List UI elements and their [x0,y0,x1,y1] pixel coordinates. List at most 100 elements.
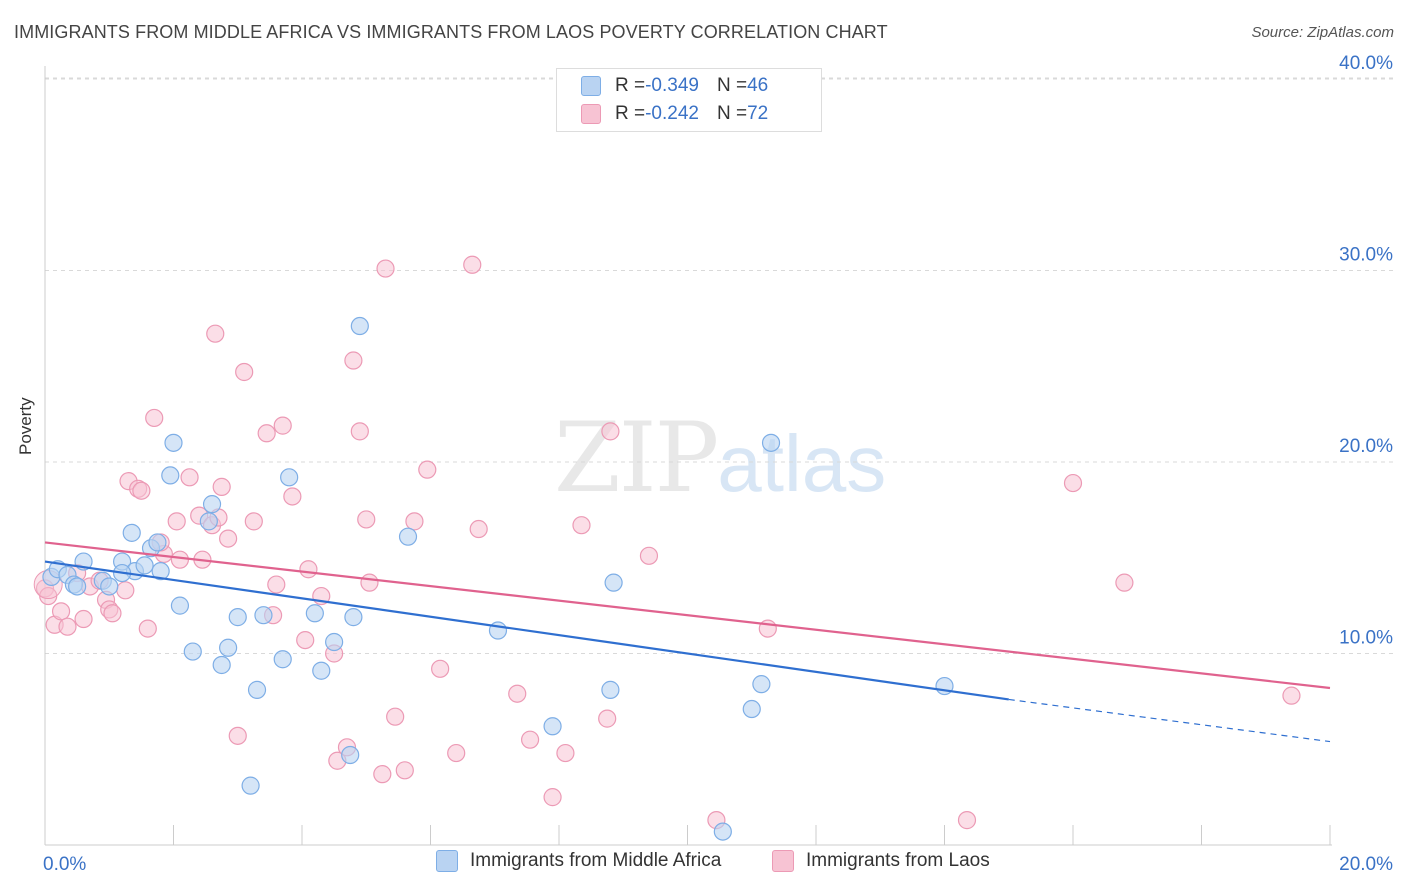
trend-lines [44,541,1331,743]
data-point-laos [386,707,405,726]
y-tick-label: 30.0% [1339,245,1393,266]
legend-item-laos: Immigrants from Laos [772,850,990,872]
data-point-middle-africa [164,433,183,452]
data-point-laos [520,730,540,749]
data-point-laos [350,422,369,441]
legend-r-value: -0.349 [645,75,699,96]
correlation-legend: R = -0.349 N = 46 R = -0.242 N = 72 [556,68,822,132]
data-point-laos [639,546,659,565]
data-point-middle-africa [254,606,273,625]
data-point-laos [299,560,318,579]
data-point-middle-africa [161,466,180,485]
data-point-middle-africa [148,533,167,552]
data-point-laos [228,726,247,745]
data-point-laos [376,259,395,278]
data-point-laos [267,575,286,594]
data-point-middle-africa [135,556,154,575]
trend-line-middle-africa-extension [1008,698,1331,743]
data-point-middle-africa [761,433,781,452]
trend-line-laos [44,541,1331,690]
data-point-middle-africa [199,512,218,531]
data-point-laos [1115,573,1134,592]
data-point-laos [957,811,977,830]
y-tick-label: 40.0% [1339,53,1393,74]
data-point-middle-africa [100,577,119,596]
data-point-laos [405,512,424,531]
legend-label-laos: Immigrants from Laos [806,850,990,871]
data-point-laos [212,477,231,496]
data-point-middle-africa [713,822,732,841]
data-point-middle-africa [212,655,231,675]
data-point-laos [357,510,376,529]
y-tick-label: 10.0% [1339,628,1393,649]
data-point-laos [219,529,238,548]
legend-n-value: 46 [747,75,769,96]
x-tick-label: 0.0% [43,854,86,875]
data-point-laos [132,481,151,500]
y-tick-label: 20.0% [1339,436,1393,457]
data-point-laos [431,659,450,678]
data-point-laos [469,519,488,539]
legend-item-middle-africa: Immigrants from Middle Africa [436,850,721,872]
legend-swatch-pink [581,104,601,124]
data-point-middle-africa [273,650,292,669]
watermark-zip: ZIP [554,402,719,514]
data-point-laos [116,581,135,600]
data-point-middle-africa [350,316,369,336]
data-point-middle-africa [742,699,761,719]
data-point-laos [418,460,437,479]
data-point-laos [145,408,164,428]
series-legend: Immigrants from Middle Africa Immigrants… [0,850,1406,878]
data-point-laos [598,709,617,728]
legend-row-middle-africa: R = -0.349 N = 46 [581,72,768,100]
data-point-laos [206,324,225,343]
data-point-middle-africa [604,573,623,592]
data-point-middle-africa [219,638,238,657]
data-point-laos [273,416,292,435]
data-point-middle-africa [344,608,363,627]
source-credit: Source: ZipAtlas.com [1251,24,1394,41]
legend-r-value: -0.242 [645,103,699,124]
data-point-middle-africa [398,527,418,546]
data-point-laos [51,602,71,621]
data-point-middle-africa [247,680,267,699]
series-laos-points [33,255,1301,830]
data-point-laos [344,351,363,370]
data-point-laos [572,516,591,535]
data-point-middle-africa [241,776,260,795]
y-axis-label: Poverty [16,397,35,455]
data-point-laos [58,617,77,636]
data-point-middle-africa [305,604,324,623]
data-point-laos [360,573,379,592]
data-point-laos [601,422,620,441]
data-point-middle-africa [752,675,771,694]
data-point-middle-africa [601,680,620,699]
data-point-laos [1063,473,1083,493]
x-tick-label: 20.0% [1339,854,1393,875]
data-point-middle-africa [183,642,202,661]
data-point-laos [103,604,122,623]
trend-line-middle-africa [44,560,1009,701]
data-point-laos [180,468,199,487]
data-point-middle-africa [122,523,141,542]
data-point-middle-africa [341,745,360,765]
data-point-laos [395,761,414,780]
data-point-laos [1282,686,1301,705]
legend-n-value: 72 [747,103,769,124]
data-point-laos [296,630,315,650]
data-point-middle-africa [325,632,344,652]
legend-n-label: N = [716,103,748,124]
data-point-middle-africa [202,495,222,514]
data-point-middle-africa [280,468,299,487]
data-point-middle-africa [170,596,190,615]
data-point-laos [244,512,263,531]
watermark: ZIPatlas [554,402,886,514]
data-point-middle-africa [543,717,562,736]
axes [44,66,1332,846]
data-point-middle-africa [151,562,170,581]
data-point-laos [167,512,186,531]
data-point-laos [556,743,575,763]
series-middle-africa-points [42,316,954,841]
legend-r-label: R = [615,75,646,96]
